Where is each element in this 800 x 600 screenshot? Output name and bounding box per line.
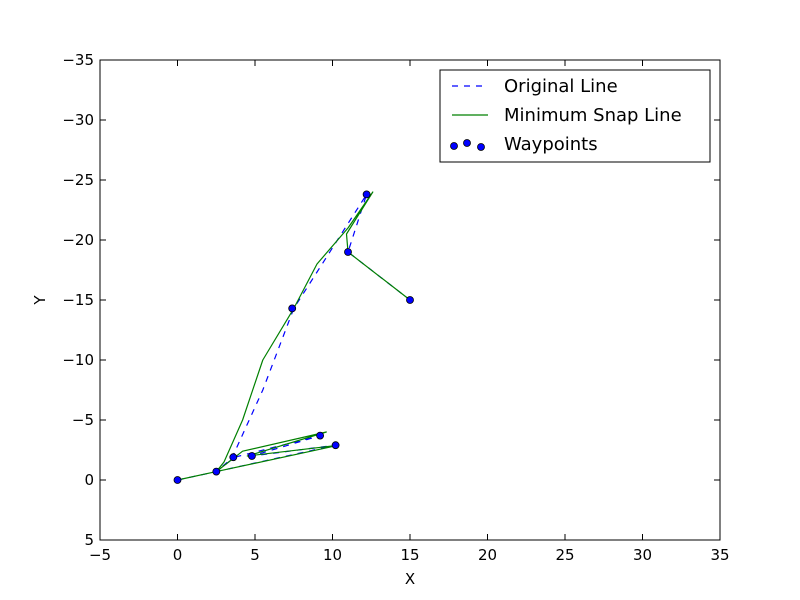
legend-label-original-line: Original Line	[504, 76, 618, 97]
axes: −5 0 5 10 15 20 25 30 35 −35 −30 −25 −20 −15 −10 −5 0 5	[62, 51, 729, 564]
waypoint-marker	[247, 452, 256, 460]
x-tick-label: 20	[478, 546, 497, 564]
minimum-snap-line-series	[215, 431, 340, 473]
x-tick-label: 5	[250, 546, 260, 564]
legend-waypoint-marker	[450, 142, 458, 150]
y-tick-label: 5	[84, 531, 94, 549]
waypoint-marker	[344, 248, 352, 256]
x-tick-label: 30	[633, 546, 652, 564]
waypoint-marker	[288, 304, 297, 313]
x-tick-label: 25	[555, 546, 574, 564]
original-line-series	[177, 193, 411, 481]
legend-waypoint-marker	[463, 139, 471, 147]
x-tick-label: 15	[400, 546, 419, 564]
waypoint-marker	[212, 467, 221, 476]
x-tick-label: 35	[710, 546, 729, 564]
waypoint-marker	[229, 453, 238, 462]
waypoint-marker	[331, 441, 340, 450]
plot-area	[173, 190, 414, 484]
waypoint-marker	[406, 296, 414, 304]
x-tick-label: −5	[89, 546, 111, 564]
y-tick-label: −30	[62, 111, 94, 129]
minimum-snap-line-series	[177, 191, 411, 481]
y-axis-title: Y	[31, 295, 49, 306]
y-tick-label: −5	[72, 411, 94, 429]
y-tick-label: −35	[62, 51, 94, 69]
waypoint-marker	[316, 431, 325, 440]
y-tick-label: 0	[84, 471, 94, 489]
legend-label-waypoints: Waypoints	[504, 134, 598, 155]
x-tick-label: 10	[323, 546, 342, 564]
y-tick-label: −10	[62, 351, 94, 369]
x-axis-title: X	[405, 570, 415, 588]
waypoint-marker	[362, 190, 371, 199]
legend-box	[439, 69, 711, 163]
y-tick-label: −15	[62, 291, 94, 309]
original-line-series	[215, 435, 337, 473]
y-tick-label: −25	[62, 171, 94, 189]
legend-waypoint-marker	[477, 143, 485, 151]
legend-label-snap-line: Minimum Snap Line	[504, 105, 682, 126]
y-tick-label: −20	[62, 231, 94, 249]
waypoint-marker	[173, 476, 182, 484]
x-tick-label: 0	[173, 546, 183, 564]
legend: Original Line Minimum Snap Line Waypoint…	[439, 69, 711, 163]
